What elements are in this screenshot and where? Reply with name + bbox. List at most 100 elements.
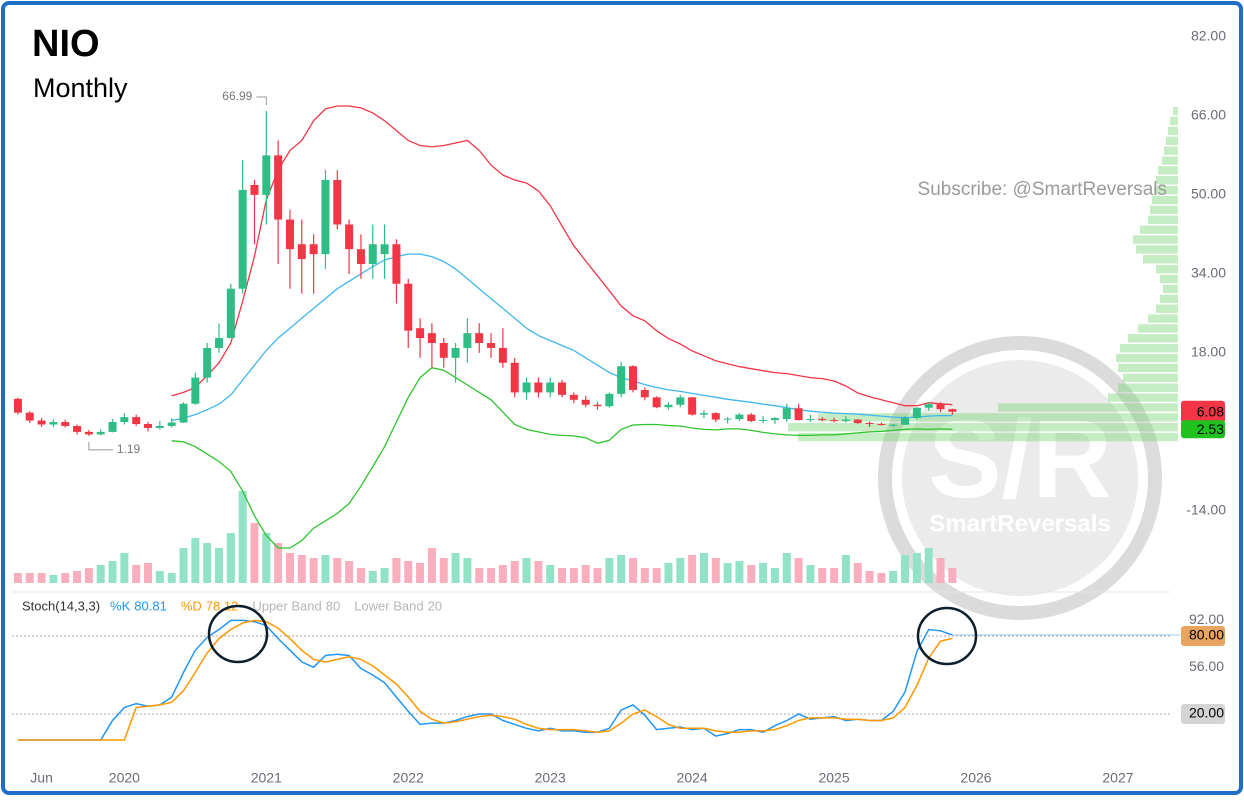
legend-value: 80.81 bbox=[134, 598, 167, 613]
y-tick-label: 34.00 bbox=[1191, 265, 1226, 281]
candle-body bbox=[759, 420, 768, 422]
volume-bar bbox=[475, 568, 484, 583]
volume-bar bbox=[676, 558, 685, 583]
volume-bar bbox=[735, 561, 744, 583]
candle-body bbox=[794, 408, 803, 421]
watermark: S/R SmartReversals bbox=[878, 336, 1162, 620]
volume-profile-bar bbox=[1128, 334, 1178, 343]
candle-body bbox=[191, 377, 200, 404]
volume-bar bbox=[747, 565, 756, 583]
volume-bar bbox=[37, 573, 46, 583]
candle-body bbox=[155, 425, 164, 428]
candle-body bbox=[640, 389, 649, 398]
candle-body bbox=[889, 424, 898, 426]
volume-profile-bar bbox=[1156, 304, 1178, 313]
volume-bar bbox=[226, 533, 235, 583]
volume-bar bbox=[841, 555, 850, 583]
y-tick-label: 92.00 bbox=[1189, 611, 1224, 627]
volume-profile-bar bbox=[1120, 344, 1178, 353]
volume-profile-bar bbox=[1108, 393, 1178, 402]
volume-bar bbox=[498, 565, 507, 583]
volume-bar bbox=[108, 561, 117, 583]
candle-body bbox=[782, 408, 791, 420]
volume-profile-bar bbox=[1118, 383, 1178, 392]
volume-bar bbox=[605, 558, 614, 583]
y-tick-label: 82.00 bbox=[1191, 28, 1226, 44]
candle-body bbox=[818, 419, 827, 421]
candle-body bbox=[569, 394, 578, 400]
x-tick-label: 2027 bbox=[1102, 770, 1133, 786]
volume-bar bbox=[759, 563, 768, 583]
volume-profile-bar bbox=[1162, 156, 1178, 165]
candle-body bbox=[770, 418, 779, 421]
volume-bar bbox=[924, 548, 933, 583]
volume-profile-bar bbox=[798, 432, 1178, 442]
volume-bar bbox=[238, 491, 247, 583]
y-tick-label: -14.00 bbox=[1186, 502, 1226, 518]
volume-bar bbox=[439, 558, 448, 583]
volume-profile-bar bbox=[1148, 215, 1178, 224]
candle-body bbox=[912, 407, 921, 419]
tick-box bbox=[1181, 704, 1225, 724]
volume-bar bbox=[61, 573, 70, 583]
last-price-tag-bg bbox=[1181, 400, 1225, 423]
volume-bar bbox=[948, 568, 957, 583]
band-price-tag: 2.53 bbox=[1197, 421, 1224, 437]
volume-bar bbox=[25, 573, 34, 583]
candle-body bbox=[250, 184, 259, 195]
candle-body bbox=[345, 224, 354, 250]
candle-body bbox=[936, 404, 945, 410]
y-tick-label: 18.00 bbox=[1191, 344, 1226, 360]
legend-name: Lower Band bbox=[354, 598, 423, 613]
volume-bar bbox=[404, 561, 413, 583]
candle-body bbox=[297, 244, 306, 260]
volume-bar bbox=[510, 561, 519, 583]
volume-profile-bar bbox=[1160, 294, 1178, 303]
volume-bar bbox=[285, 553, 294, 583]
low-label: 1.19 bbox=[117, 442, 141, 456]
volume-profile-bar bbox=[1166, 136, 1178, 145]
volume-bar bbox=[877, 573, 886, 583]
volume-bar bbox=[463, 558, 472, 583]
x-tick-label: 2020 bbox=[109, 770, 140, 786]
candle-body bbox=[49, 422, 58, 425]
volume-bar bbox=[558, 568, 567, 583]
volume-bar bbox=[782, 553, 791, 583]
x-tick-label: Jun bbox=[30, 770, 53, 786]
candle-body bbox=[167, 422, 176, 426]
candle-body bbox=[676, 397, 685, 405]
volume-bar bbox=[96, 565, 105, 583]
volume-bar bbox=[274, 543, 283, 583]
volume-bar bbox=[652, 568, 661, 583]
volume-profile-bar bbox=[1143, 255, 1178, 264]
volume-bar bbox=[723, 563, 732, 583]
volume-profile-bar bbox=[1154, 185, 1178, 195]
legend-name: Upper Band bbox=[252, 598, 321, 613]
candle-body bbox=[203, 347, 212, 378]
volume-profile-bar bbox=[1173, 106, 1178, 116]
volume-bar bbox=[581, 565, 590, 583]
volume-bar bbox=[901, 555, 910, 583]
volume-bar bbox=[427, 548, 436, 583]
legend-value: 80 bbox=[326, 598, 340, 613]
volume-profile-bar bbox=[1160, 274, 1178, 284]
volume-bar bbox=[321, 555, 330, 583]
watermark-ring bbox=[878, 336, 1162, 620]
watermark-subtext: SmartReversals bbox=[929, 510, 1110, 537]
volume-bar bbox=[569, 568, 578, 583]
volume-bar bbox=[628, 558, 637, 583]
candle-body bbox=[179, 403, 188, 423]
volume-profile-bar bbox=[1148, 314, 1178, 323]
candle-body bbox=[617, 366, 626, 394]
highlight-circle bbox=[916, 606, 978, 666]
candle-body bbox=[132, 417, 141, 425]
candle-body bbox=[463, 333, 472, 348]
volume-bar bbox=[912, 553, 921, 583]
candle-body bbox=[664, 404, 673, 408]
y-tick-label: 80.00 bbox=[1189, 627, 1224, 643]
annotation-connector bbox=[256, 96, 267, 105]
volume-bar bbox=[203, 543, 212, 583]
candle-body bbox=[108, 422, 117, 432]
candle-body bbox=[865, 423, 874, 425]
